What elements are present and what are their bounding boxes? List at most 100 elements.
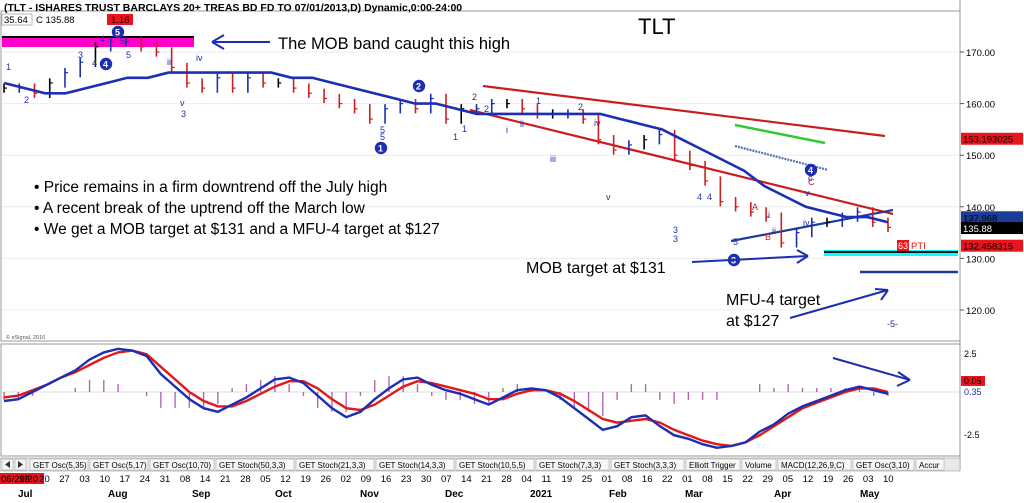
bullet-3: • We get a MOB target at $131 and a MFU-… xyxy=(34,221,440,238)
x-day-label: 14 xyxy=(461,474,472,485)
tab-item[interactable] xyxy=(149,458,215,471)
green-trend-line xyxy=(734,123,826,145)
x-day-label: 12 xyxy=(280,474,291,485)
x-day-label: 03 xyxy=(79,474,90,485)
price-tag: 137.968 xyxy=(963,213,997,224)
tab-item[interactable] xyxy=(215,458,295,471)
x-axis: 06/29/2013 20 27 03 10 17 24 31 08 14 21 28 05 12 19 26… xyxy=(0,473,894,500)
x-day-label: 25 xyxy=(582,474,593,485)
x-day-label: 05 xyxy=(260,474,271,485)
triangle-right-icon xyxy=(18,461,23,468)
x-day-label: 13 xyxy=(19,474,30,485)
tab-label: MACD(12,26,9,C) xyxy=(781,461,845,470)
wave-label: i xyxy=(768,210,770,220)
wave-circle xyxy=(374,141,388,155)
x-day-label: 14 xyxy=(200,474,211,485)
wave-circle-label: 5 xyxy=(115,28,120,38)
x-day-label: 20 xyxy=(39,474,50,485)
x-day-label: 19 xyxy=(562,474,573,485)
x-day-label: 15 xyxy=(722,474,733,485)
tab-label: GET Osc(5,35) xyxy=(33,461,87,470)
tab-item[interactable] xyxy=(852,458,915,471)
x-month-label: Aug xyxy=(108,489,127,500)
header-change-badge: 1.16 xyxy=(111,15,130,26)
osc-line xyxy=(3,347,889,450)
tab-item[interactable] xyxy=(741,458,777,471)
x-day-label: 11 xyxy=(541,474,551,485)
mfu-target-label-1: MFU-4 target xyxy=(726,292,821,309)
x-day-label: 08 xyxy=(180,474,191,485)
osc-tick-label: -2.5 xyxy=(964,430,980,440)
tab-item[interactable] xyxy=(535,458,610,471)
wave-circle xyxy=(804,163,818,177)
moving-average-layer xyxy=(3,71,889,224)
y-tick-label: 160.00 xyxy=(966,100,995,111)
tab-item[interactable] xyxy=(375,458,455,471)
wave-label: -5- xyxy=(887,319,898,329)
wave-label: 2 xyxy=(578,102,583,112)
tab-item[interactable] xyxy=(455,458,535,471)
wave-label: ii xyxy=(520,119,524,129)
tab-item[interactable] xyxy=(915,458,945,471)
x-day-label: 30 xyxy=(421,474,432,485)
price-tag: 132.458315 xyxy=(963,242,1013,253)
x-month-label: Sep xyxy=(192,489,210,500)
wave-label: 5 xyxy=(380,125,385,135)
tab-next-button[interactable] xyxy=(14,458,27,471)
osc-tick-label: 2.5 xyxy=(964,349,977,359)
mob-target-label: MOB target at $131 xyxy=(526,260,666,277)
y-tick-label: 120.00 xyxy=(966,306,995,317)
oscillator-layer xyxy=(2,347,959,450)
tab-label: GET Stoch(7,3,3) xyxy=(539,461,601,470)
x-day-label: 12 xyxy=(803,474,814,485)
tab-item[interactable] xyxy=(29,458,89,471)
x-day-label: 01 xyxy=(682,474,693,485)
wave-label: 3 xyxy=(673,234,678,244)
header-value-2: C 135.88 xyxy=(36,15,75,26)
y-tick-label: 150.00 xyxy=(966,151,995,162)
mfu-target-arrow-head xyxy=(874,288,889,301)
pti-label: PTI xyxy=(911,241,926,252)
ticker-title: TLT xyxy=(638,14,675,39)
tab-item[interactable] xyxy=(610,458,685,471)
wave-circle xyxy=(111,25,125,39)
mob-band-note: The MOB band caught this high xyxy=(278,35,510,53)
wave-label: 4 xyxy=(100,34,105,44)
tab-item[interactable] xyxy=(89,458,149,471)
x-month-label: May xyxy=(860,489,880,500)
tab-item[interactable] xyxy=(777,458,852,471)
x-day-label: 28 xyxy=(240,474,251,485)
wave-label: iv xyxy=(594,118,601,128)
wave-label: iii xyxy=(550,154,556,164)
wave-label: B xyxy=(765,232,771,242)
x-day-label: 21 xyxy=(481,474,492,485)
annotation-arrows xyxy=(211,34,911,387)
y-tick-label: 170.00 xyxy=(966,48,995,59)
chart-header-title: (TLT - ISHARES TRUST BARCLAYS 20+ TREAS … xyxy=(4,2,462,14)
tab-label: GET Osc(5,17) xyxy=(93,461,147,470)
price-tag: 135.88 xyxy=(963,224,992,235)
tab-item[interactable] xyxy=(295,458,375,471)
osc-value-tag-bg xyxy=(961,376,985,386)
price-tag-bg xyxy=(961,132,1023,145)
wave-label: 5 xyxy=(380,132,385,142)
triangle-left-icon xyxy=(5,461,10,468)
wave-label: A xyxy=(752,202,758,212)
wave-label: 1 xyxy=(6,62,11,72)
wave-label: 4 xyxy=(92,58,97,68)
x-month-label: 2021 xyxy=(530,489,553,500)
wave-label: 3 xyxy=(78,50,83,60)
tab-strip: GET Osc(5,35) GET Osc(5,17) GET Osc(10,70)… xyxy=(29,458,945,471)
x-month-label: Feb xyxy=(609,489,627,500)
slate-trend-line xyxy=(734,144,829,172)
tab-item[interactable] xyxy=(685,458,741,471)
wave-circle xyxy=(99,57,113,71)
tab-label: GET Osc(10,70) xyxy=(153,461,211,470)
red-downtrend-line xyxy=(469,108,894,216)
x-day-label: 10 xyxy=(883,474,894,485)
x-day-label: 23 xyxy=(401,474,412,485)
wave-label: v xyxy=(805,188,810,198)
x-day-label: 16 xyxy=(642,474,653,485)
tab-prev-button[interactable] xyxy=(1,458,14,471)
